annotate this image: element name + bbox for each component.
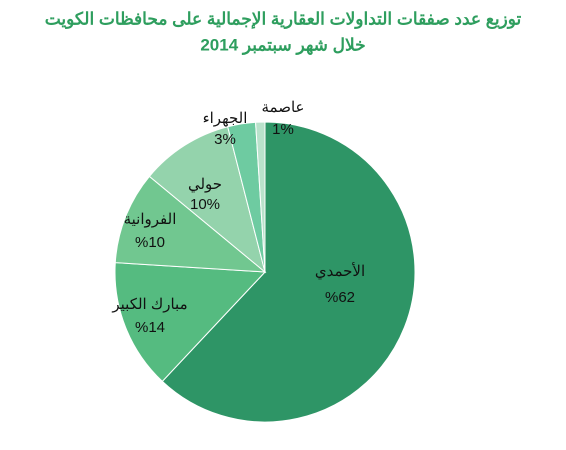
value-label: %14 (135, 319, 165, 336)
value-label: 1% (272, 121, 294, 138)
labels: الأحمدي %62 مبارك الكبير %14 الفروانية %10 حول… (111, 99, 365, 336)
value-label: %62 (325, 289, 355, 306)
pie (114, 121, 416, 423)
pie-slice (114, 175, 267, 273)
value-label: 10% (190, 196, 220, 213)
slice-label: حولي (188, 176, 222, 193)
slice-label: الأحمدي (315, 262, 365, 280)
slice-label: الجهراء (203, 110, 248, 127)
value-label: 3% (214, 131, 236, 148)
chart-title: توزيع عدد صفقات التداولات العقارية الإجم… (45, 9, 522, 29)
pie-slice (255, 121, 266, 273)
pie-slice (114, 262, 267, 383)
chart-subtitle: خلال شهر سبتمبر 2014 (200, 35, 365, 55)
pie-slice (148, 126, 266, 274)
slice-label: مبارك الكبير (111, 296, 187, 313)
slice-label: الفروانية (124, 211, 177, 228)
slice-label: عاصمة (262, 99, 305, 116)
pie-slice (161, 121, 416, 423)
value-label: %10 (135, 234, 165, 251)
